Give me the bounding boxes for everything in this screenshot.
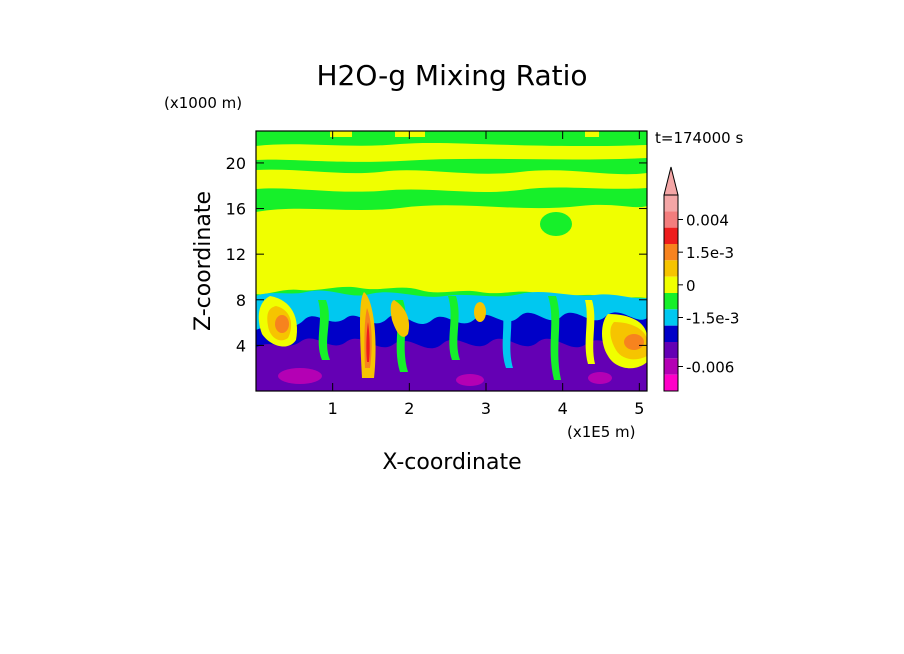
plot-area (255, 130, 648, 392)
y-tick-label: 20 (226, 154, 246, 173)
colorbar-frame (663, 194, 679, 392)
colorbar-swatch (664, 309, 678, 326)
y-tick-label: 12 (226, 245, 246, 264)
contour-field (256, 131, 647, 391)
y-tick-label: 16 (226, 200, 246, 219)
time-label: t=174000 s (655, 129, 743, 147)
colorbar-extend-arrow (663, 166, 679, 196)
x-unit-label: (x1E5 m) (567, 423, 636, 441)
y-tick-label: 4 (236, 336, 246, 355)
colorbar-swatch (664, 227, 678, 244)
x-tick-label: 2 (404, 399, 414, 418)
x-axis: 1 2 3 4 5 (328, 131, 644, 418)
colorbar-swatch (664, 211, 678, 228)
colorbar-swatch (664, 293, 678, 310)
colorbar-label: -0.006 (686, 359, 734, 377)
x-tick-label: 5 (634, 399, 644, 418)
chart-title: H2O-g Mixing Ratio (316, 59, 587, 92)
colorbar-swatch (664, 358, 678, 375)
colorbar: 0.004 1.5e-3 0 -1.5e-3 -0.006 (663, 166, 739, 392)
x-tick-label: 3 (481, 399, 491, 418)
colorbar-swatch (664, 325, 678, 342)
x-axis-label: X-coordinate (382, 450, 521, 475)
x-tick-label: 4 (558, 399, 568, 418)
y-axis-label: Z-coordinate (191, 191, 216, 331)
colorbar-swatch (664, 260, 678, 277)
y-unit-label: (x1000 m) (164, 94, 242, 112)
y-axis: 4 8 12 16 20 (226, 154, 647, 355)
colorbar-label: 0 (686, 277, 696, 295)
x-tick-label: 1 (328, 399, 338, 418)
colorbar-label: -1.5e-3 (686, 310, 739, 328)
colorbar-swatch (664, 342, 678, 359)
colorbar-swatch (664, 195, 678, 212)
colorbar-swatch (664, 276, 678, 293)
colorbar-swatch (664, 244, 678, 261)
colorbar-label: 0.004 (686, 212, 729, 230)
y-tick-label: 8 (236, 291, 246, 310)
colorbar-swatch (664, 374, 678, 391)
colorbar-label: 1.5e-3 (686, 244, 734, 262)
plot-frame (255, 130, 648, 392)
